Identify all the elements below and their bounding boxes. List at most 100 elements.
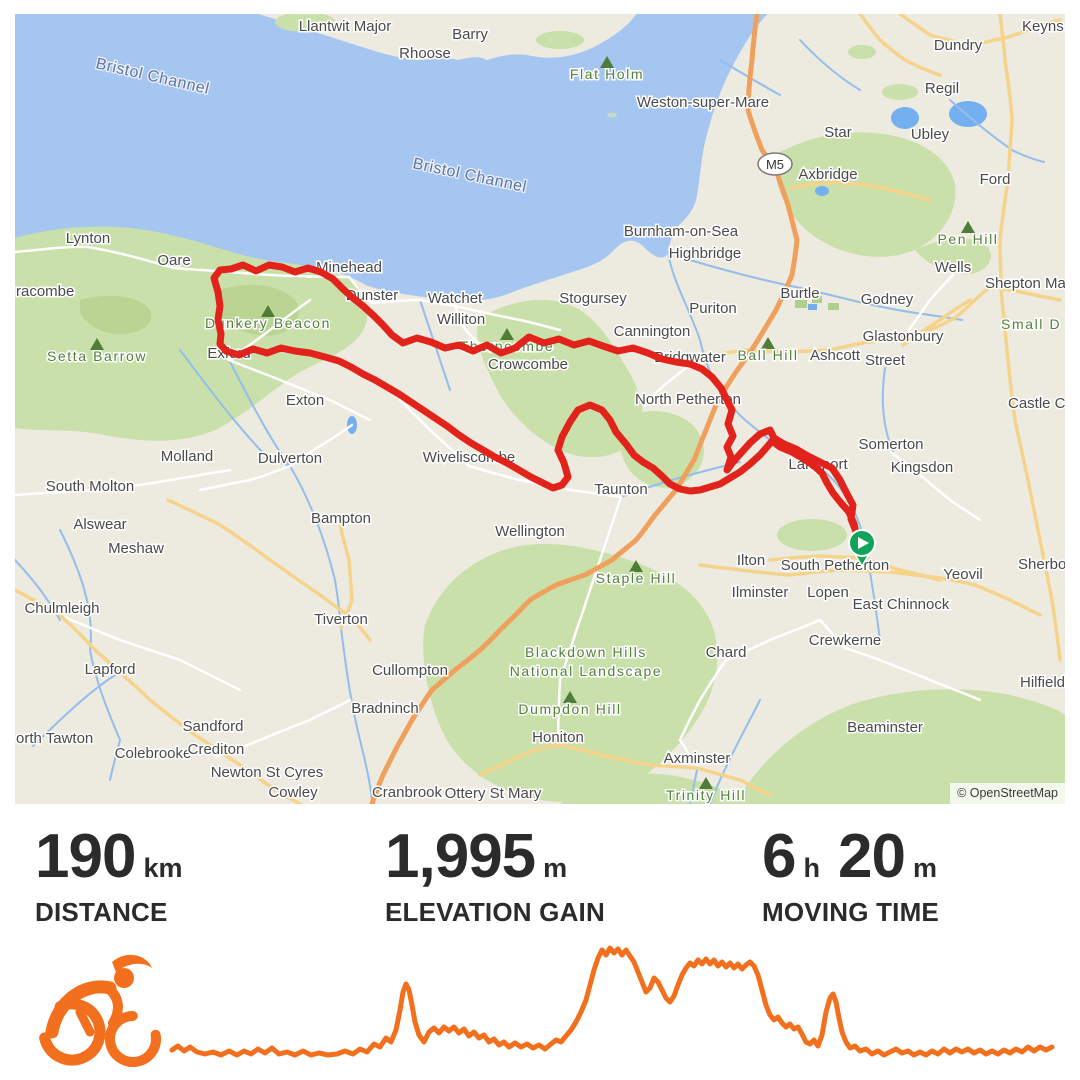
distance-value: 190 [35,822,136,891]
map-peak-label: Pen Hill [937,231,998,247]
map-town-label: Burnham-on-Sea [624,223,739,240]
map-town-label: orth Tawton [16,730,93,747]
map-town-label: Beaminster [847,719,923,736]
map-town-label: Cowley [268,784,318,801]
green-areas-layer [15,14,1065,804]
map-town-label: Kingsdon [891,459,954,476]
map-peak-label: Trinity Hill [666,787,746,803]
map-town-label: Chulmleigh [24,600,99,617]
distance-label: DISTANCE [35,897,168,927]
map-town-label: Hilfield [1020,674,1065,691]
elevation-profile-section [0,935,1080,1080]
map-peak-label: Dunkery Beacon [205,315,331,331]
map-town-label: Chard [706,644,747,661]
map-town-label: Minehead [316,259,382,276]
map-town-label: Burtle [780,285,819,302]
gps-route-line [210,261,866,564]
map-town-label: Exton [286,392,324,409]
time-hours-value: 6 [762,822,796,891]
time-hours-unit: h [803,853,820,883]
map-town-label: Ilton [737,552,765,569]
map-peak-label: National Landscape [510,663,663,679]
map-town-label: Ashcott [810,347,861,364]
map-town-label: Sandford [183,718,244,735]
peak-icon [761,337,775,349]
peak-icon [961,221,975,233]
map-town-label: Barry [452,26,488,43]
map-town-label: North Petherton [635,391,741,408]
map-town-label: Yeovil [943,566,982,583]
map-town-label: Crediton [188,741,245,758]
map-town-label: Crowcombe [488,356,568,373]
cyclist-logo-icon [38,954,161,1067]
map-town-label: Stogursey [559,290,627,307]
map-town-label: Ford [980,171,1011,188]
map-town-label: Weston-super-Mare [637,94,769,111]
peak-icon [261,305,275,317]
elevation-profile-line [169,945,1055,1058]
map-town-label: Honiton [532,729,584,746]
map-town-label: Shepton Malle [985,275,1065,292]
map-town-label: Lopen [807,584,849,601]
map-town-label: Somerton [858,436,923,453]
time-minutes-value: 20 [837,822,906,891]
map-town-label: Dulverton [258,450,322,467]
map-town-label: Godney [861,291,914,308]
map-town-label: Ottery St Mary [445,785,542,802]
time-minutes-unit: m [912,853,937,883]
map-town-label: Dundry [934,37,983,54]
map-town-label: Cannington [614,323,691,340]
map-town-label: Newton St Cyres [211,764,324,781]
peak-icon [90,338,104,350]
map-town-label: Watchet [428,290,483,307]
map-attribution[interactable]: © OpenStreetMap [950,783,1065,804]
peak-icon [629,560,643,572]
map-town-label: Ubley [911,126,950,143]
map-town-label: Williton [437,311,485,328]
map-peak-label: Flat Holm [570,66,644,82]
map-town-label: Colebrooke [115,745,192,762]
map-town-label: Ilminster [732,584,789,601]
stat-distance: 190 km DISTANCE [35,826,182,928]
peak-icon [500,328,514,340]
map-town-label: Oare [157,252,190,269]
map-town-label: Rhoose [399,45,451,62]
map-town-label: Crewkerne [809,632,882,649]
elevation-value: 1,995 [385,822,536,891]
map-town-label: racombe [16,283,74,300]
map-town-label: Bradninch [351,700,419,717]
map-town-label: Star [824,124,852,141]
ride-stats: 190 km DISTANCE 1,995 m ELEVATION GAIN 6… [0,826,1080,936]
map-peak-label: Setta Barrow [47,348,147,364]
map-town-label: Meshaw [108,540,164,557]
route-layer [210,261,866,564]
map-town-label: Axminster [664,750,731,767]
peak-icon [600,56,614,68]
map-town-label: Tiverton [314,611,368,628]
peak-icon [563,691,577,703]
map-town-label: Regil [925,80,959,97]
map-town-label: Alswear [73,516,126,533]
map-town-label: Molland [161,448,214,465]
map-town-label: Cranbrook [372,784,443,801]
map-town-label: Puriton [689,300,737,317]
route-map[interactable]: M5 Llantwit Major Barry Rhoose Flat Holm Wes… [15,14,1065,804]
map-town-label: Axbridge [798,166,857,183]
map-town-label: South Molton [46,478,134,495]
map-town-label: Bampton [311,510,371,527]
map-town-label: Glastonbury [863,328,944,345]
m5-shield-label: M5 [766,157,784,172]
map-peak-label: Blackdown Hills [525,644,647,660]
map-town-label: Llantwit Major [299,18,392,35]
start-marker [848,529,876,568]
play-icon [858,537,869,549]
peak-icon [699,777,713,789]
stat-elevation-gain: 1,995 m ELEVATION GAIN [385,826,605,928]
map-town-label: East Chinnock [853,596,950,613]
moving-time-label: MOVING TIME [762,897,939,927]
map-town-label: Lapford [85,661,136,678]
map-peak-label: Ball Hill [737,347,798,363]
distance-unit: km [143,853,183,883]
m5-road-shield: M5 [757,152,793,176]
map-town-label: Cullompton [372,662,448,679]
